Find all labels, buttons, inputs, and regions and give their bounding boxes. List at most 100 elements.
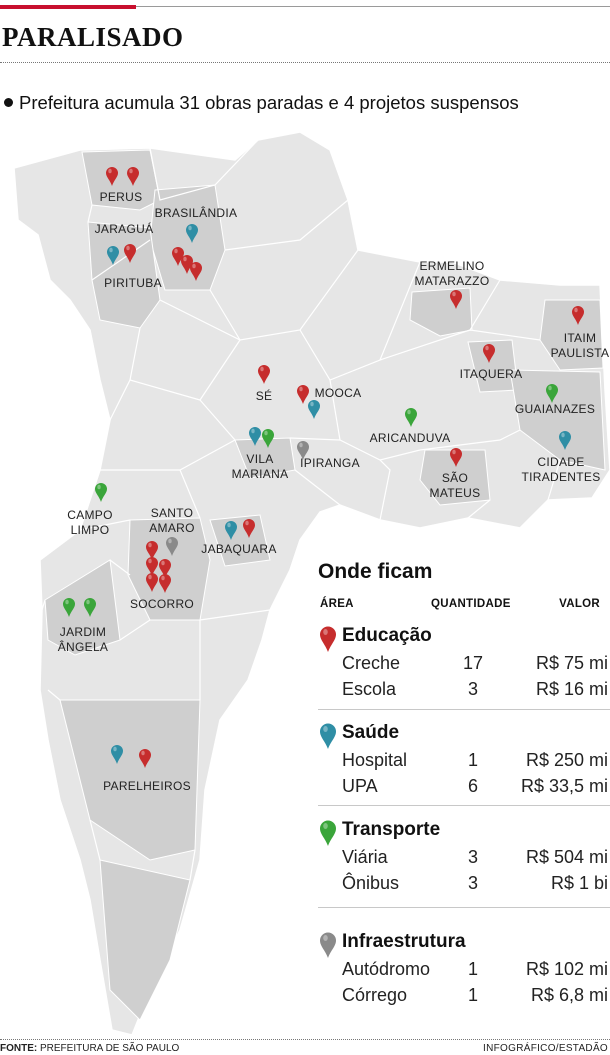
green-pin-icon: [63, 598, 75, 617]
place-label-aricanduva: ARICANDUVA: [370, 431, 451, 445]
category-transporte: Transporte Viária 3 R$ 504 mi Ônibus 3 R$ 1 …: [318, 817, 610, 897]
item-value: R$ 16 mi: [535, 679, 608, 699]
red-pin-icon: [483, 344, 495, 363]
place-label-ermelino: ERMELINO MATARAZZO: [415, 259, 490, 288]
green-pin-icon: [320, 820, 336, 846]
red-pin-icon: [320, 626, 336, 652]
item-quantity: 3: [467, 873, 478, 893]
table-row: UPA 6 R$ 33,5 mi: [318, 774, 610, 800]
red-pin-icon: [146, 557, 158, 576]
red-pin-icon: [146, 573, 158, 592]
district-borders: [41, 139, 561, 881]
item-quantity: 1: [467, 959, 478, 979]
item-value: R$ 250 mi: [525, 750, 608, 770]
teal-pin-icon: [225, 521, 237, 540]
table-row: Hospital 1 R$ 250 mi: [318, 748, 610, 774]
category-name: Infraestrutura: [342, 931, 466, 952]
item-quantity: 17: [462, 653, 484, 673]
dotted-divider: [0, 62, 610, 63]
item-name: Escola: [342, 679, 397, 699]
teal-pin-icon: [308, 400, 320, 419]
place-label-campolimpo: CAMPO LIMPO: [67, 508, 113, 537]
item-value: R$ 33,5 mi: [520, 776, 608, 796]
green-pin-icon: [84, 598, 96, 617]
row-divider: [318, 805, 610, 806]
item-name: UPA: [342, 776, 378, 796]
table-row: Viária 3 R$ 504 mi: [318, 845, 610, 871]
source-text: PREFEITURA DE SÃO PAULO: [40, 1043, 180, 1054]
gray-pin-icon: [320, 932, 336, 958]
place-label-jardimangela: JARDIM ÂNGELA: [58, 625, 109, 654]
gray-pin-icon: [166, 537, 178, 556]
place-label-socorro: SOCORRO: [130, 597, 194, 611]
category-name: Educação: [342, 625, 432, 646]
gray-pin-icon: [297, 441, 309, 460]
category-educacao: Educação Creche 17 R$ 75 mi Escola 3 R$ 16 m…: [318, 623, 610, 703]
item-name: Córrego: [342, 985, 408, 1005]
red-pin-icon: [297, 385, 309, 404]
teal-pin-icon: [559, 431, 571, 450]
header-area: ÁREA: [320, 598, 354, 610]
green-pin-icon: [405, 408, 417, 427]
red-pin-icon: [127, 167, 139, 186]
credit: INFOGRÁFICO/ESTADÃO: [483, 1043, 608, 1054]
place-label-guaianazes: GUAIANAZES: [515, 402, 595, 416]
place-label-brasilandia: BRASILÂNDIA: [155, 205, 238, 220]
place-label-cidadetiradentes: CIDADE TIRADENTES: [521, 455, 600, 484]
teal-pin-icon: [186, 224, 198, 243]
green-pin-icon: [262, 429, 274, 448]
teal-pin-icon: [249, 427, 261, 446]
category-infraestrutura: Infraestrutura Autódromo 1 R$ 102 mi Córre…: [318, 929, 610, 1009]
red-pin-icon: [572, 306, 584, 325]
red-pin-icon: [146, 541, 158, 560]
green-pin-icon: [546, 384, 558, 403]
teal-pin-icon: [320, 723, 336, 749]
item-value: R$ 102 mi: [525, 959, 608, 979]
footer-divider: [0, 1039, 610, 1040]
green-pin-icon: [95, 483, 107, 502]
panel-title: Onde ficam: [318, 560, 433, 583]
source-label: FONTE:: [0, 1043, 38, 1054]
item-name: Autódromo: [342, 959, 431, 979]
place-label-santoamaro: SANTO AMARO: [149, 506, 195, 535]
item-name: Creche: [342, 653, 401, 673]
category-name: Saúde: [342, 722, 400, 743]
table-row: Ônibus 3 R$ 1 bi: [318, 871, 610, 897]
teal-pin-icon: [111, 745, 123, 764]
table-row: Autódromo 1 R$ 102 mi: [318, 957, 610, 983]
place-label-perus: PERUS: [100, 190, 143, 204]
subtitle: Prefeitura acumula 31 obras paradas e 4 …: [4, 92, 519, 114]
source-note: FONTE: PREFEITURA DE SÃO PAULO: [0, 1043, 179, 1054]
place-label-itaim: ITAIM PAULISTA: [551, 331, 610, 360]
red-pin-icon: [106, 167, 118, 186]
place-label-pirituba: PIRITUBA: [104, 276, 162, 290]
red-pin-icon: [450, 448, 462, 467]
red-pin-icon: [243, 519, 255, 538]
accent-bar: [0, 5, 136, 9]
top-rule: [0, 6, 610, 7]
red-pin-icon: [124, 244, 136, 263]
place-label-jabaquara: JABAQUARA: [201, 542, 276, 556]
item-quantity: 1: [467, 750, 478, 770]
row-divider: [318, 709, 610, 710]
item-name: Hospital: [342, 750, 408, 770]
category-saude: Saúde Hospital 1 R$ 250 mi UPA 6 R$ 33,5 mi: [318, 720, 610, 800]
red-pin-icon: [450, 290, 462, 309]
red-pin-icon: [190, 262, 202, 281]
place-label-vilamariana: VILA MARIANA: [232, 452, 289, 481]
red-pin-icon: [139, 749, 151, 768]
place-label-parelheiros: PARELHEIROS: [103, 779, 191, 793]
item-name: Ônibus: [342, 873, 400, 893]
row-divider: [318, 907, 610, 908]
subtitle-text: Prefeitura acumula 31 obras paradas e 4 …: [19, 92, 519, 113]
item-value: R$ 504 mi: [525, 847, 608, 867]
header-quantidade: QUANTIDADE: [431, 598, 511, 610]
place-label-itaquera: ITAQUERA: [460, 367, 523, 381]
item-quantity: 1: [467, 985, 478, 1005]
red-pin-icon: [172, 247, 184, 266]
red-pin-icon: [159, 574, 171, 593]
header-valor: VALOR: [559, 598, 600, 610]
map-pins: [63, 167, 584, 768]
